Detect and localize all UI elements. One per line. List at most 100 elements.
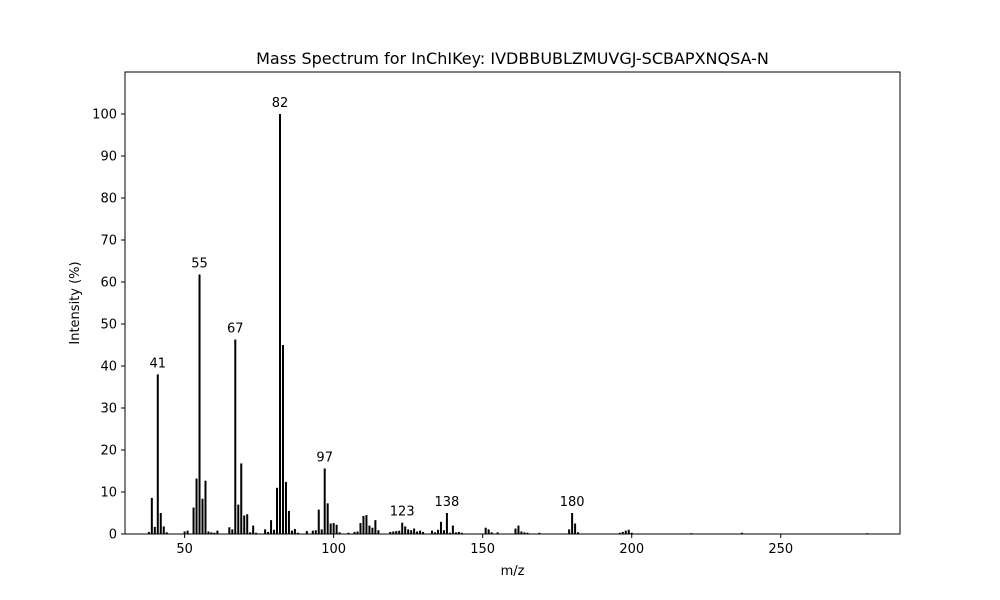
- peak-bar-152: [487, 529, 490, 534]
- peak-bar-91: [305, 531, 308, 534]
- peak-label-82: 82: [272, 96, 289, 111]
- peak-bar-67: [234, 339, 237, 534]
- peak-bar-181: [574, 523, 577, 534]
- peak-label-41: 41: [150, 356, 167, 371]
- y-tick-label: 100: [92, 108, 117, 123]
- peak-bar-51: [186, 530, 189, 534]
- peak-label-138: 138: [435, 495, 460, 510]
- peak-bar-41: [156, 374, 159, 534]
- peak-bar-198: [624, 530, 627, 534]
- peak-bar-55: [198, 274, 201, 534]
- peak-label-180: 180: [560, 495, 585, 510]
- peak-bar-80: [273, 529, 276, 534]
- peak-bar-81: [276, 487, 279, 534]
- peak-bar-136: [439, 521, 442, 534]
- y-tick-label: 10: [100, 486, 117, 501]
- peak-bar-141: [454, 532, 457, 534]
- peak-bar-163: [520, 531, 523, 534]
- peak-bar-164: [523, 532, 526, 534]
- peak-bar-138: [445, 513, 448, 534]
- peak-bar-93: [311, 530, 314, 534]
- peak-bar-77: [264, 529, 267, 534]
- y-tick-label: 50: [100, 318, 117, 333]
- peak-label-55: 55: [191, 256, 208, 271]
- peak-bar-105: [347, 532, 350, 534]
- peak-bar-115: [377, 530, 380, 534]
- chart-title: Mass Spectrum for InChIKey: IVDBBUBLZMUV…: [256, 49, 769, 68]
- x-axis-ticks: 50 100 150 200 250: [176, 534, 793, 557]
- peak-bar-142: [457, 531, 460, 534]
- peak-bar-134: [434, 532, 436, 534]
- peak-labels: 41 55 67 82 97 123 138 180: [150, 96, 585, 520]
- peak-bar-58: [207, 531, 210, 534]
- peak-bar-130: [422, 531, 425, 534]
- peak-bar-97: [323, 468, 326, 534]
- peak-bar-85: [287, 510, 290, 534]
- peak-bar-113: [371, 527, 374, 534]
- peak-bar-70: [243, 515, 246, 534]
- peak-bar-72: [249, 532, 252, 534]
- peak-bar-119: [389, 531, 392, 534]
- peak-bar-180: [571, 513, 574, 534]
- y-tick-label: 20: [100, 444, 117, 459]
- peak-bar-126: [410, 530, 413, 534]
- peak-bar-53: [192, 507, 195, 534]
- peak-bar-43: [162, 526, 165, 534]
- peak-bar-133: [431, 530, 434, 534]
- peak-bar-109: [359, 523, 362, 534]
- x-tick-label: 250: [768, 542, 793, 557]
- peak-bar-129: [419, 530, 422, 534]
- y-tick-label: 40: [100, 360, 117, 375]
- peak-bar-73: [252, 525, 255, 534]
- peak-bar-128: [416, 531, 419, 534]
- peak-bar-140: [451, 525, 454, 534]
- peak-bar-94: [314, 530, 317, 534]
- x-tick-label: 100: [321, 542, 346, 557]
- peak-bar-71: [246, 514, 249, 534]
- peak-bar-57: [204, 480, 207, 534]
- y-tick-label: 60: [100, 276, 117, 291]
- peak-bar-153: [490, 532, 493, 534]
- y-axis-ticks: 0 10 20 30 40 50 60 70 80 90 100: [92, 108, 125, 543]
- peak-bar-143: [460, 532, 463, 534]
- peak-bar-197: [621, 531, 624, 534]
- peak-bar-42: [159, 513, 162, 534]
- peak-bar-200: [630, 532, 633, 534]
- peak-bar-83: [281, 345, 284, 534]
- peak-bar-120: [392, 531, 395, 534]
- peak-bar-100: [332, 523, 335, 534]
- peak-bar-112: [368, 525, 371, 534]
- peak-bar-237: [741, 532, 744, 534]
- peak-bar-125: [407, 529, 410, 534]
- peak-bar-182: [577, 532, 580, 534]
- peak-label-67: 67: [227, 322, 244, 337]
- peak-bar-60: [213, 532, 216, 534]
- peak-bar-110: [362, 515, 365, 534]
- peak-bar-137: [442, 530, 445, 534]
- peak-bar-84: [284, 481, 287, 534]
- y-tick-label: 0: [109, 528, 117, 543]
- peak-bar-98: [326, 503, 329, 534]
- peak-bar-124: [404, 526, 407, 534]
- peak-bar-69: [240, 463, 243, 534]
- peak-bar-99: [329, 523, 332, 534]
- peak-bar-54: [195, 478, 198, 534]
- peak-bar-38: [147, 531, 150, 534]
- peak-bar-179: [568, 529, 571, 534]
- peak-bar-199: [627, 529, 630, 534]
- peak-bar-122: [398, 530, 401, 534]
- peak-bar-165: [526, 532, 529, 534]
- y-axis-label: Intensity (%): [68, 261, 83, 344]
- peak-bar-96: [320, 529, 323, 534]
- peak-bar-88: [296, 532, 299, 534]
- peak-bar-161: [514, 528, 517, 534]
- peak-bar-121: [395, 531, 398, 534]
- peak-bar-86: [290, 530, 293, 534]
- peak-label-123: 123: [390, 505, 415, 520]
- x-tick-label: 200: [619, 542, 644, 557]
- peak-bar-56: [201, 498, 204, 534]
- peak-bar-82: [279, 114, 281, 534]
- peak-bar-50: [183, 531, 186, 534]
- x-tick-label: 150: [470, 542, 495, 557]
